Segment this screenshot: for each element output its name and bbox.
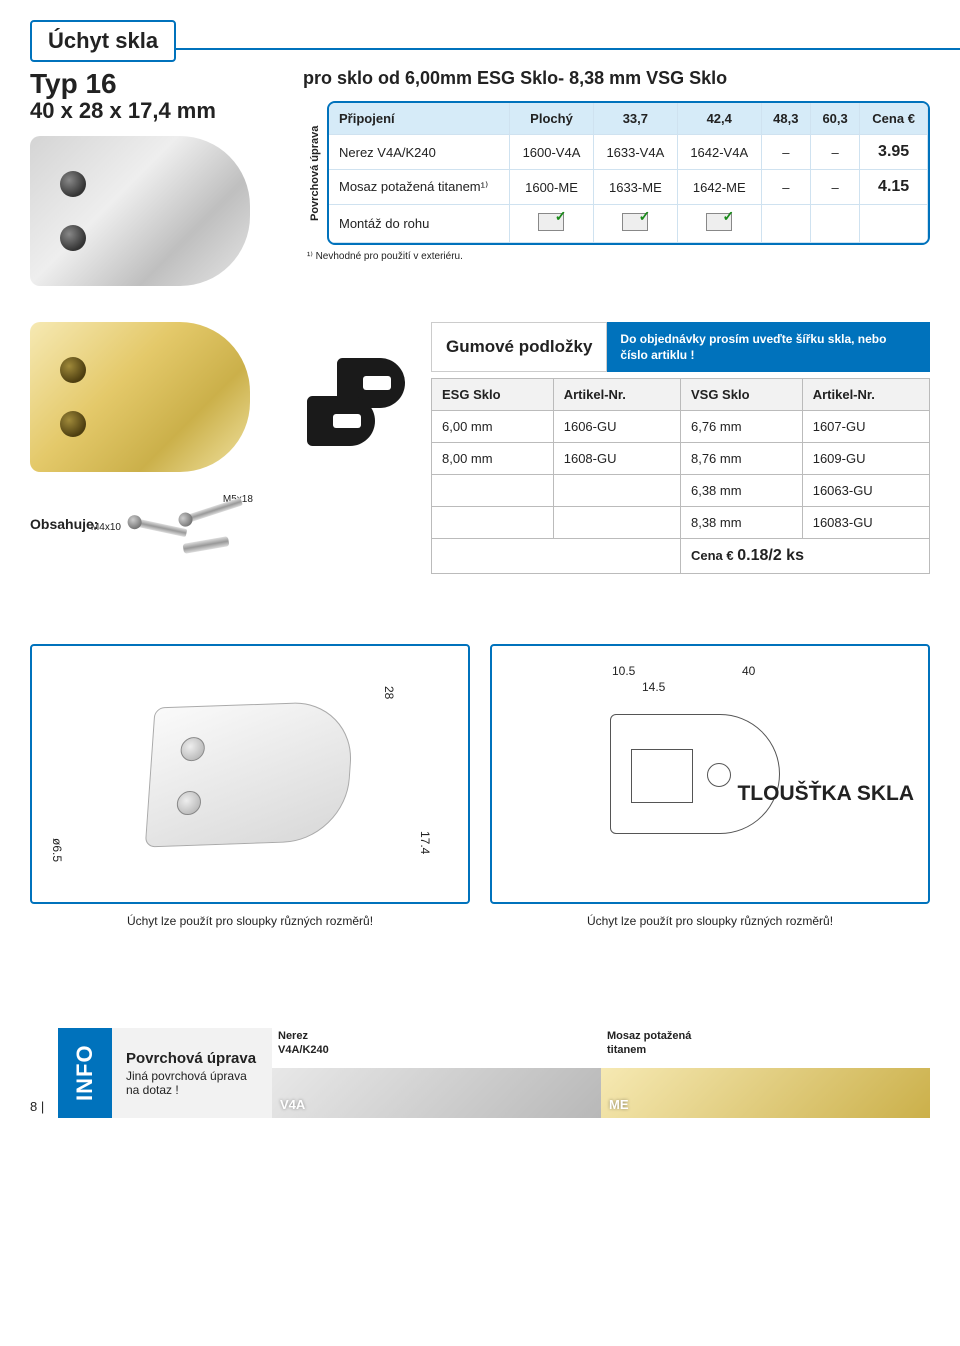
col-connection: Připojení xyxy=(329,103,510,135)
screws-image: M5x18 M4x10 xyxy=(123,500,253,550)
rubber-price-value: 0.18/2 ks xyxy=(737,547,804,564)
rubber-col: ESG Sklo xyxy=(432,379,554,411)
table-row: Mosaz potažená titanem¹⁾ 1600-ME 1633-ME… xyxy=(329,170,928,205)
table-row: Nerez V4A/K240 1600-V4A 1633-V4A 1642-V4… xyxy=(329,135,928,170)
pricing-heading: pro sklo od 6,00mm ESG Sklo- 8,38 mm VSG… xyxy=(303,68,930,89)
swatch-v4a: Nerez V4A/K240 V4A xyxy=(272,1068,601,1118)
product-image-brass xyxy=(30,322,250,472)
col-flat: Plochý xyxy=(510,103,594,135)
mount-check-icon xyxy=(706,213,732,231)
col-price: Cena € xyxy=(860,103,928,135)
rubber-title: Gumové podložky xyxy=(431,322,607,372)
page-number: 8 | xyxy=(30,1099,58,1118)
mount-check-icon xyxy=(622,213,648,231)
dim-28: 28 xyxy=(382,686,396,699)
info-heading: Povrchová úprava xyxy=(126,1050,258,1067)
col-603: 60,3 xyxy=(810,103,859,135)
table-row: 6,00 mm 1606-GU 6,76 mm 1607-GU xyxy=(432,411,930,443)
dim-diam: ø6.5 xyxy=(50,838,64,862)
drawing-caption-right: Úchyt lze použít pro sloupky různých roz… xyxy=(490,914,930,928)
rubber-col: Artikel-Nr. xyxy=(553,379,680,411)
row-label: Mosaz potažená titanem¹⁾ xyxy=(329,170,510,205)
rubber-price-row: Cena € 0.18/2 ks xyxy=(432,539,930,574)
surface-label-vertical: Povrchová úprava xyxy=(303,101,327,245)
info-text: Povrchová úprava Jiná povrchová úprava n… xyxy=(112,1028,272,1118)
rubber-col: VSG Sklo xyxy=(680,379,802,411)
info-badge: INFO xyxy=(58,1028,112,1118)
swatch-v4a-top: Nerez V4A/K240 xyxy=(278,1030,329,1056)
dim-105: 10.5 xyxy=(612,664,635,678)
swatch-me-top: Mosaz potažená titanem xyxy=(607,1030,691,1056)
product-image-steel xyxy=(30,136,250,286)
product-subtitle: 40 x 28 x 17,4 mm xyxy=(30,98,285,124)
rubber-price-label: Cena € xyxy=(691,548,734,563)
table-row: Montáž do rohu xyxy=(329,205,928,243)
includes-label: Obsahuje: xyxy=(30,516,98,532)
dim-145: 14.5 xyxy=(642,680,665,694)
drawing-plan: 10.5 14.5 40 TLOUŠŤKA SKLA xyxy=(490,644,930,904)
row-label: Nerez V4A/K240 xyxy=(329,135,510,170)
drawing-caption-left: Úchyt lze použít pro sloupky různých roz… xyxy=(30,914,470,928)
page-title: Úchyt skla xyxy=(30,20,176,62)
table-row: 6,38 mm 16063-GU xyxy=(432,475,930,507)
table-row: 8,00 mm 1608-GU 8,76 mm 1609-GU xyxy=(432,443,930,475)
swatch-v4a-label: V4A xyxy=(280,1097,305,1113)
dim-174: 17.4 xyxy=(418,831,432,854)
gasket-image xyxy=(303,352,413,462)
footnote: ¹⁾ Nevhodné pro použití v exteriéru. xyxy=(307,251,930,262)
product-title: Typ 16 xyxy=(30,68,285,100)
pricing-table: Připojení Plochý 33,7 42,4 48,3 60,3 Cen… xyxy=(329,103,928,243)
thickness-label: TLOUŠŤKA SKLA xyxy=(737,782,914,806)
col-424: 42,4 xyxy=(677,103,761,135)
rubber-table: ESG Sklo Artikel-Nr. VSG Sklo Artikel-Nr… xyxy=(431,378,930,574)
col-337: 33,7 xyxy=(593,103,677,135)
screw-size-m4: M4x10 xyxy=(91,522,121,533)
dim-40: 40 xyxy=(742,664,755,678)
row-label: Montáž do rohu xyxy=(329,205,510,243)
col-483: 48,3 xyxy=(761,103,810,135)
rubber-note: Do objednávky prosím uveďte šířku skla, … xyxy=(607,322,930,372)
swatch-me: Mosaz potažená titanem ME xyxy=(601,1068,930,1118)
table-row: 8,38 mm 16083-GU xyxy=(432,507,930,539)
rubber-col: Artikel-Nr. xyxy=(802,379,929,411)
info-sub: Jiná povrchová úprava na dotaz ! xyxy=(126,1069,258,1097)
mount-check-icon xyxy=(538,213,564,231)
header-rule xyxy=(140,48,960,50)
swatch-me-label: ME xyxy=(609,1097,629,1113)
drawing-iso: 28 17.4 ø6.5 xyxy=(30,644,470,904)
